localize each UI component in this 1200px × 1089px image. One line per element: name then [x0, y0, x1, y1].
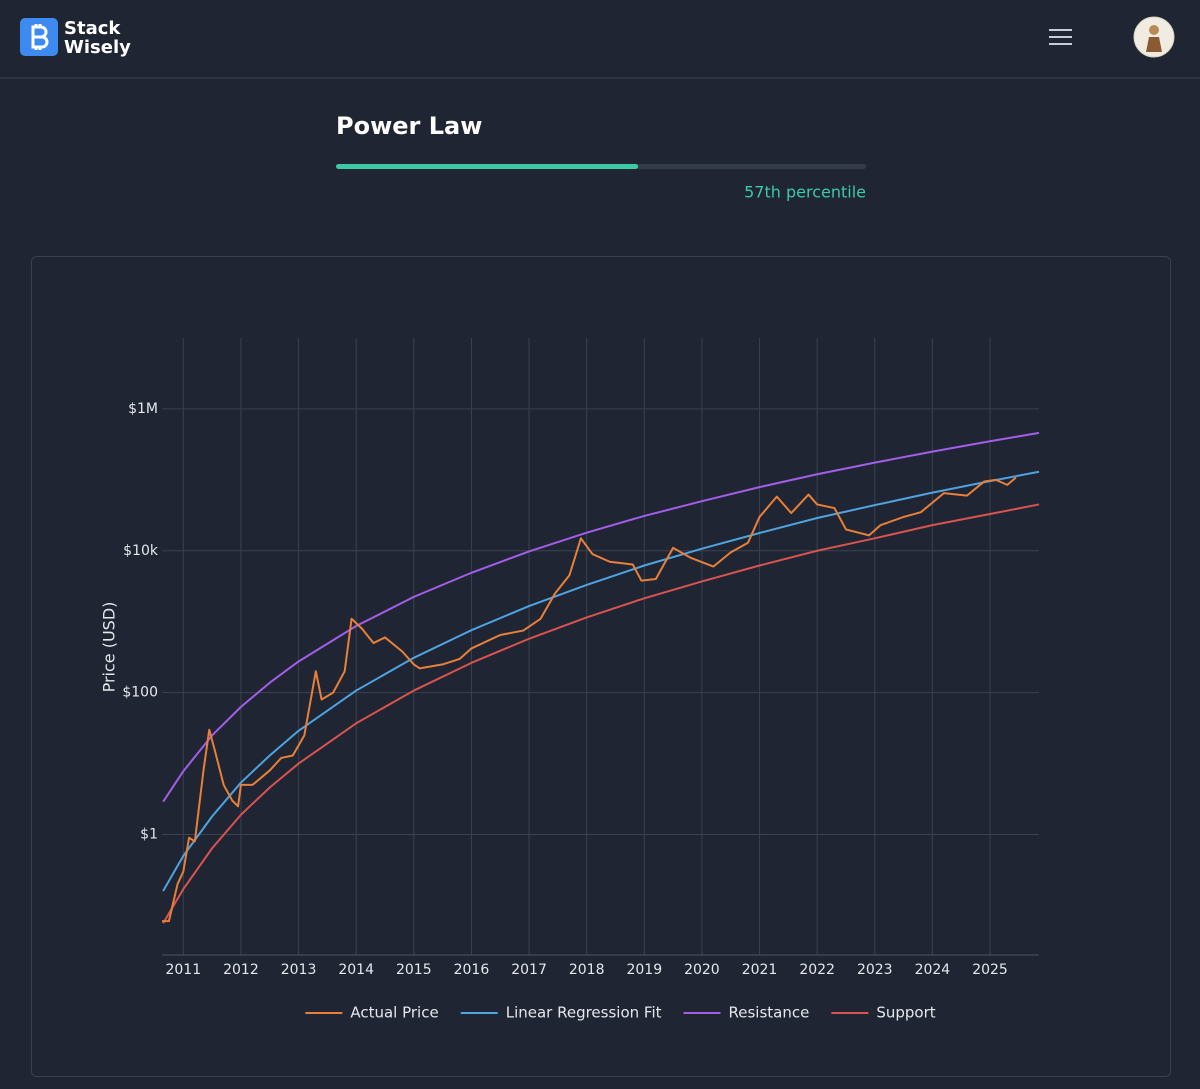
grid	[162, 338, 1039, 955]
x-tick-label: 2025	[972, 962, 1008, 978]
x-tick-label: 2019	[626, 962, 662, 978]
avatar-body	[1146, 37, 1162, 52]
x-tick-label: 2016	[454, 962, 490, 978]
brand-line: Stack	[64, 18, 121, 39]
menu-button[interactable]	[1040, 22, 1080, 54]
x-tick-label: 2023	[857, 962, 893, 978]
series-line	[162, 470, 1040, 892]
y-tick-label: $1	[140, 826, 158, 842]
chart-panel	[31, 256, 1171, 1077]
series-line	[162, 503, 1040, 924]
x-tick-label: 2024	[915, 962, 951, 978]
avatar[interactable]	[1133, 16, 1175, 58]
legend-item: Actual Price	[305, 1004, 439, 1022]
x-tick-label: 2013	[281, 962, 317, 978]
y-axis-title: Price (USD)	[100, 602, 119, 693]
logo[interactable]: Stack Wisely	[20, 18, 131, 58]
header-bar	[0, 0, 1200, 78]
metric-title: Power Law	[336, 112, 482, 140]
series-line	[162, 431, 1040, 803]
x-tick-label: 2015	[396, 962, 432, 978]
x-tick-label: 2011	[165, 962, 201, 978]
y-tick-label: $10k	[123, 543, 159, 559]
avatar-head	[1149, 25, 1159, 35]
progress-fill	[336, 164, 639, 169]
x-tick-label: 2014	[338, 962, 374, 978]
legend-label: Support	[876, 1004, 935, 1022]
menu-icon	[1049, 29, 1072, 45]
brand-line: Wisely	[64, 37, 131, 58]
x-tick-label: 2021	[742, 962, 778, 978]
x-tick-label: 2012	[223, 962, 259, 978]
legend-label: Actual Price	[350, 1004, 438, 1022]
y-tick-label: $100	[122, 685, 158, 701]
legend-item: Linear Regression Fit	[460, 1004, 662, 1022]
x-tick-label: 2022	[799, 962, 835, 978]
x-tick-label: 2017	[511, 962, 547, 978]
logo-icon	[31, 24, 49, 50]
x-tick-label: 2018	[569, 962, 605, 978]
legend-item: Support	[831, 1004, 936, 1022]
legend-label: Resistance	[729, 1004, 810, 1022]
series-line	[162, 476, 1017, 923]
y-tick-label: $1M	[128, 401, 158, 417]
legend: Actual Price Linear Regression Fit Resista…	[305, 1004, 936, 1022]
legend-label: Linear Regression Fit	[506, 1004, 662, 1022]
percentile-label: 57th percentile	[744, 183, 866, 202]
x-tick-label: 2020	[684, 962, 720, 978]
legend-item: Resistance	[683, 1004, 810, 1022]
